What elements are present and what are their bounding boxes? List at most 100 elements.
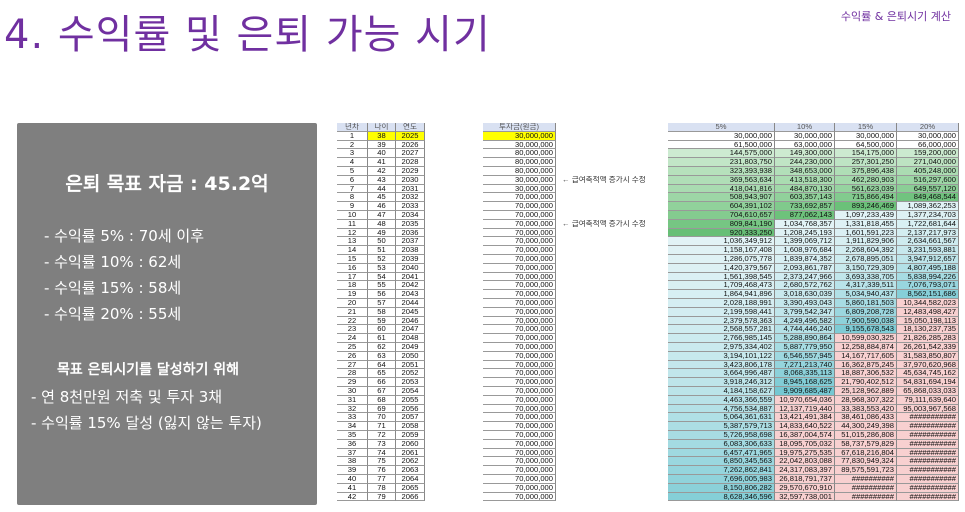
- return-cell[interactable]: 704,610,657: [668, 211, 775, 220]
- year-cell[interactable]: 2033: [396, 202, 425, 211]
- year-index-cell[interactable]: 21: [337, 307, 368, 317]
- year-index-cell[interactable]: 30: [337, 387, 368, 396]
- year-cell[interactable]: 2065: [396, 483, 425, 493]
- return-cell[interactable]: 244,230,000: [775, 158, 835, 167]
- return-cell[interactable]: 14,167,717,605: [835, 351, 897, 361]
- column-header[interactable]: 10%: [775, 123, 835, 132]
- age-cell[interactable]: 79: [368, 492, 396, 502]
- investment-cell[interactable]: 80,000,000: [483, 158, 556, 167]
- age-cell[interactable]: 42: [368, 167, 396, 176]
- return-cell[interactable]: 8,945,168,625: [775, 378, 835, 387]
- return-cell[interactable]: ###########: [897, 422, 959, 431]
- return-cell[interactable]: 21,790,402,512: [835, 378, 897, 387]
- return-cell[interactable]: 257,301,250: [835, 158, 897, 167]
- return-cell[interactable]: 2,268,604,392: [835, 246, 897, 255]
- year-cell[interactable]: 2064: [396, 475, 425, 484]
- year-cell[interactable]: 2059: [396, 431, 425, 440]
- return-cell[interactable]: 30,000,000: [897, 131, 959, 141]
- investment-cell[interactable]: 70,000,000: [483, 387, 556, 396]
- return-cell[interactable]: 2,634,661,567: [897, 237, 959, 247]
- return-cell[interactable]: 3,918,246,312: [668, 378, 775, 387]
- age-cell[interactable]: 77: [368, 475, 396, 484]
- age-cell[interactable]: 39: [368, 140, 396, 150]
- age-cell[interactable]: 62: [368, 343, 396, 352]
- return-cell[interactable]: 271,040,000: [897, 158, 959, 167]
- return-cell[interactable]: 649,557,120: [897, 184, 959, 194]
- year-cell[interactable]: 2062: [396, 457, 425, 467]
- return-cell[interactable]: 604,391,102: [668, 202, 775, 211]
- return-cell[interactable]: 809,841,190: [668, 219, 775, 229]
- year-index-cell[interactable]: 4: [337, 158, 368, 167]
- return-cell[interactable]: 4,807,495,188: [897, 263, 959, 273]
- year-cell[interactable]: 2034: [396, 211, 425, 220]
- return-cell[interactable]: 5,887,779,950: [775, 343, 835, 352]
- year-index-cell[interactable]: 29: [337, 378, 368, 387]
- year-cell[interactable]: 2057: [396, 413, 425, 423]
- investment-cell[interactable]: 70,000,000: [483, 431, 556, 440]
- age-cell[interactable]: 51: [368, 246, 396, 255]
- return-cell[interactable]: 10,599,030,325: [835, 334, 897, 343]
- return-cell[interactable]: ##########: [835, 492, 897, 502]
- year-cell[interactable]: 2063: [396, 466, 425, 475]
- investment-cell[interactable]: 70,000,000: [483, 422, 556, 431]
- year-cell[interactable]: 2051: [396, 360, 425, 370]
- year-index-cell[interactable]: 23: [337, 325, 368, 335]
- investment-cell[interactable]: 70,000,000: [483, 360, 556, 370]
- year-index-cell[interactable]: 17: [337, 272, 368, 282]
- return-cell[interactable]: 4,317,339,511: [835, 281, 897, 291]
- age-cell[interactable]: 47: [368, 211, 396, 220]
- age-cell[interactable]: 58: [368, 307, 396, 317]
- investment-cell[interactable]: 70,000,000: [483, 255, 556, 264]
- return-cell[interactable]: 2,680,572,762: [775, 281, 835, 291]
- investment-cell[interactable]: 30,000,000: [483, 131, 556, 141]
- return-cell[interactable]: 418,041,816: [668, 184, 775, 194]
- investment-cell[interactable]: 70,000,000: [483, 281, 556, 291]
- investment-cell[interactable]: 80,000,000: [483, 149, 556, 159]
- return-cell[interactable]: 1,286,075,778: [668, 255, 775, 264]
- return-cell[interactable]: 516,297,600: [897, 175, 959, 185]
- age-cell[interactable]: 64: [368, 360, 396, 370]
- investment-cell[interactable]: 70,000,000: [483, 219, 556, 229]
- return-cell[interactable]: 7,900,590,038: [835, 316, 897, 326]
- return-cell[interactable]: 144,575,000: [668, 149, 775, 159]
- return-cell[interactable]: 8,150,806,282: [668, 483, 775, 493]
- year-index-cell[interactable]: 24: [337, 334, 368, 343]
- return-cell[interactable]: 6,083,306,633: [668, 439, 775, 449]
- return-cell[interactable]: 77,830,949,324: [835, 457, 897, 467]
- column-header[interactable]: 5%: [668, 123, 775, 132]
- age-cell[interactable]: 45: [368, 193, 396, 203]
- year-index-cell[interactable]: 3: [337, 149, 368, 159]
- age-cell[interactable]: 65: [368, 369, 396, 379]
- return-cell[interactable]: 1,331,818,455: [835, 219, 897, 229]
- return-cell[interactable]: 1,709,468,473: [668, 281, 775, 291]
- year-index-cell[interactable]: 6: [337, 175, 368, 185]
- year-index-cell[interactable]: 5: [337, 167, 368, 176]
- return-cell[interactable]: 1,208,245,193: [775, 228, 835, 238]
- return-cell[interactable]: 61,500,000: [668, 140, 775, 150]
- return-cell[interactable]: 5,387,579,713: [668, 422, 775, 431]
- return-cell[interactable]: 37,970,620,968: [897, 360, 959, 370]
- return-cell[interactable]: 5,034,940,437: [835, 290, 897, 299]
- age-cell[interactable]: 56: [368, 290, 396, 299]
- year-index-cell[interactable]: 14: [337, 246, 368, 255]
- year-cell[interactable]: 2061: [396, 448, 425, 458]
- return-cell[interactable]: 1,399,069,712: [775, 237, 835, 247]
- return-cell[interactable]: 348,653,000: [775, 167, 835, 176]
- year-index-cell[interactable]: 10: [337, 211, 368, 220]
- year-cell[interactable]: 2066: [396, 492, 425, 502]
- return-cell[interactable]: 715,866,494: [835, 193, 897, 203]
- age-cell[interactable]: 40: [368, 149, 396, 159]
- year-cell[interactable]: 2029: [396, 167, 425, 176]
- investment-cell[interactable]: 70,000,000: [483, 228, 556, 238]
- return-cell[interactable]: 3,423,806,178: [668, 360, 775, 370]
- year-cell[interactable]: 2026: [396, 140, 425, 150]
- investment-cell[interactable]: 70,000,000: [483, 290, 556, 299]
- return-cell[interactable]: 10,344,582,023: [897, 299, 959, 308]
- year-cell[interactable]: 2045: [396, 307, 425, 317]
- return-cell[interactable]: 1,420,379,567: [668, 263, 775, 273]
- investment-cell[interactable]: 70,000,000: [483, 202, 556, 211]
- return-cell[interactable]: 7,271,213,740: [775, 360, 835, 370]
- return-cell[interactable]: 13,421,491,384: [775, 413, 835, 423]
- return-cell[interactable]: ##########: [835, 483, 897, 493]
- return-cell[interactable]: 51,015,286,808: [835, 431, 897, 440]
